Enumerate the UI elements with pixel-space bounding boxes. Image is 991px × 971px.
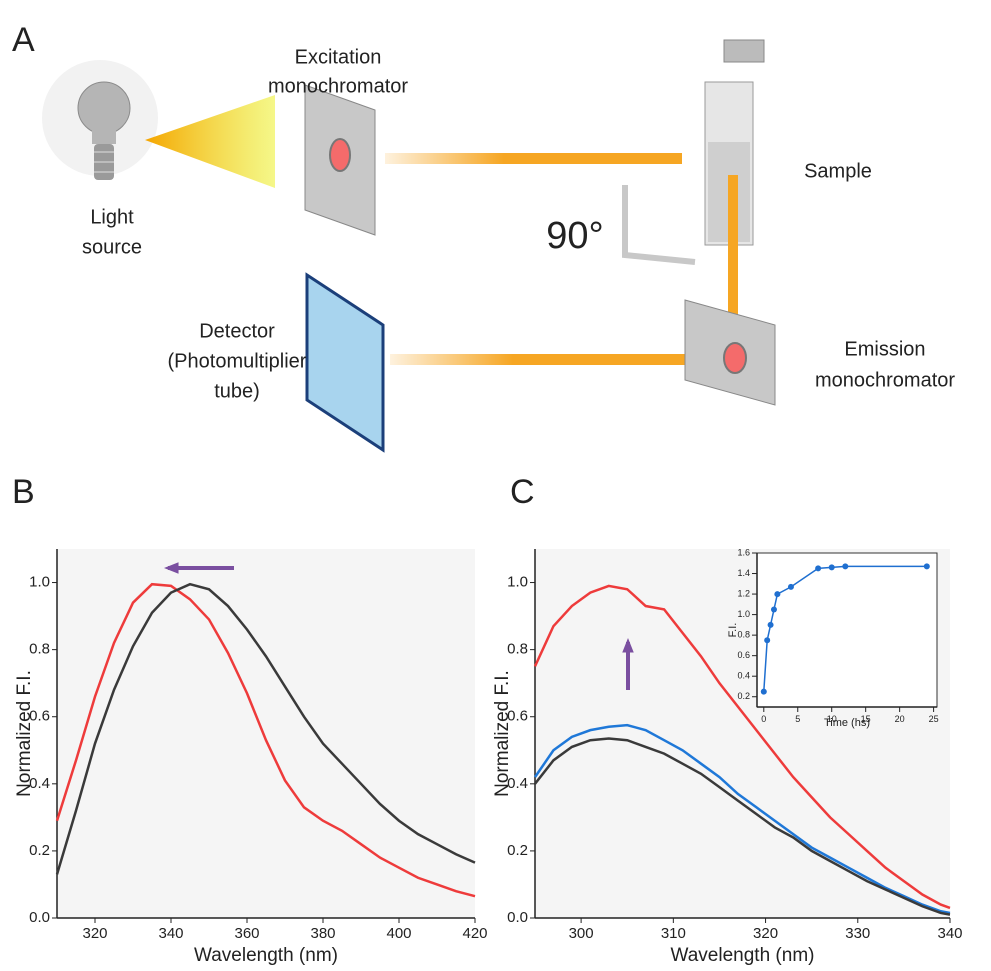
- panel-label: C: [510, 473, 535, 511]
- y-tick-label: 0.8: [507, 641, 528, 658]
- x-tick-label: 340: [937, 925, 962, 942]
- marker: [923, 563, 930, 570]
- beam: [390, 354, 697, 365]
- label: source: [82, 236, 142, 258]
- marker: [787, 583, 794, 590]
- series-line: [533, 723, 951, 915]
- label: tube): [214, 380, 260, 402]
- x-tick-label: 10: [827, 714, 837, 724]
- marker: [842, 563, 849, 570]
- plot-area: [57, 549, 475, 918]
- y-tick-label: 0.8: [29, 641, 50, 658]
- beam: [728, 175, 738, 330]
- light-cone: [145, 95, 275, 188]
- marker: [764, 637, 771, 644]
- panel-label: B: [12, 473, 35, 511]
- x-axis-title: Time (hs): [824, 717, 870, 729]
- marker: [760, 688, 767, 695]
- y-tick-label: 0.2: [737, 691, 750, 701]
- y-tick-label: 1.0: [737, 609, 750, 619]
- label: monochromator: [815, 369, 955, 391]
- marker: [774, 591, 781, 598]
- y-tick-label: 0.6: [29, 708, 50, 725]
- label: Excitation: [295, 46, 382, 68]
- x-tick-label: 420: [462, 925, 487, 942]
- x-tick-label: 380: [310, 925, 335, 942]
- x-tick-label: 320: [753, 925, 778, 942]
- emission-monochromator: [684, 299, 776, 406]
- x-axis-title: Wavelength (nm): [671, 945, 815, 966]
- y-tick-label: 1.0: [29, 574, 50, 591]
- panel-label: A: [12, 21, 35, 59]
- label: 90°: [546, 215, 603, 257]
- label: Detector: [199, 320, 275, 342]
- label: Sample: [804, 160, 872, 182]
- x-tick-label: 20: [895, 714, 905, 724]
- x-tick-label: 300: [569, 925, 594, 942]
- y-tick-label: 1.4: [737, 568, 750, 578]
- angle-mark: [622, 185, 696, 265]
- x-tick-label: 15: [861, 714, 871, 724]
- series-line: [534, 737, 951, 916]
- y-tick-label: 1.6: [737, 547, 750, 557]
- light-bulb: [42, 60, 158, 180]
- y-tick-label: 1.2: [737, 588, 750, 598]
- y-axis-title: Normalized F.I.: [492, 670, 513, 797]
- x-tick-label: 330: [845, 925, 870, 942]
- x-tick-label: 340: [158, 925, 183, 942]
- x-tick-label: 360: [234, 925, 259, 942]
- x-tick-label: 0: [761, 714, 766, 724]
- x-tick-label: 310: [661, 925, 686, 942]
- y-axis-title: F.I.: [727, 623, 739, 638]
- y-axis-title: Normalized F.I.: [14, 670, 35, 797]
- label: Emission: [844, 338, 925, 360]
- series-line: [55, 582, 476, 898]
- y-tick-label: 0.4: [29, 775, 50, 792]
- label: Light: [90, 206, 134, 228]
- series-line: [533, 584, 951, 910]
- x-tick-label: 320: [82, 925, 107, 942]
- excitation-monochromator: [304, 84, 376, 236]
- label: monochromator: [268, 75, 408, 97]
- marker: [767, 621, 774, 628]
- series-line: [55, 582, 476, 875]
- x-axis-title: Wavelength (nm): [194, 945, 338, 966]
- arrow-head: [164, 562, 179, 574]
- detector: [305, 272, 385, 453]
- x-tick-label: 400: [386, 925, 411, 942]
- y-tick-label: 0.0: [29, 909, 50, 926]
- marker: [815, 565, 822, 572]
- label: (Photomultiplier: [168, 350, 307, 372]
- y-tick-label: 0.4: [737, 671, 750, 681]
- marker: [828, 564, 835, 571]
- y-tick-label: 0.4: [507, 775, 528, 792]
- marker: [770, 606, 777, 613]
- y-tick-label: 1.0: [507, 574, 528, 591]
- y-tick-label: 0.0: [507, 909, 528, 926]
- plot-area: [756, 552, 938, 708]
- series-line: [763, 565, 927, 692]
- y-tick-label: 0.8: [737, 630, 750, 640]
- x-tick-label: 25: [929, 714, 939, 724]
- arrow-head: [622, 638, 634, 653]
- y-tick-label: 0.2: [507, 842, 528, 859]
- y-tick-label: 0.6: [737, 650, 750, 660]
- x-tick-label: 5: [795, 714, 800, 724]
- beam: [385, 153, 682, 164]
- y-tick-label: 0.2: [29, 842, 50, 859]
- y-tick-label: 0.6: [507, 708, 528, 725]
